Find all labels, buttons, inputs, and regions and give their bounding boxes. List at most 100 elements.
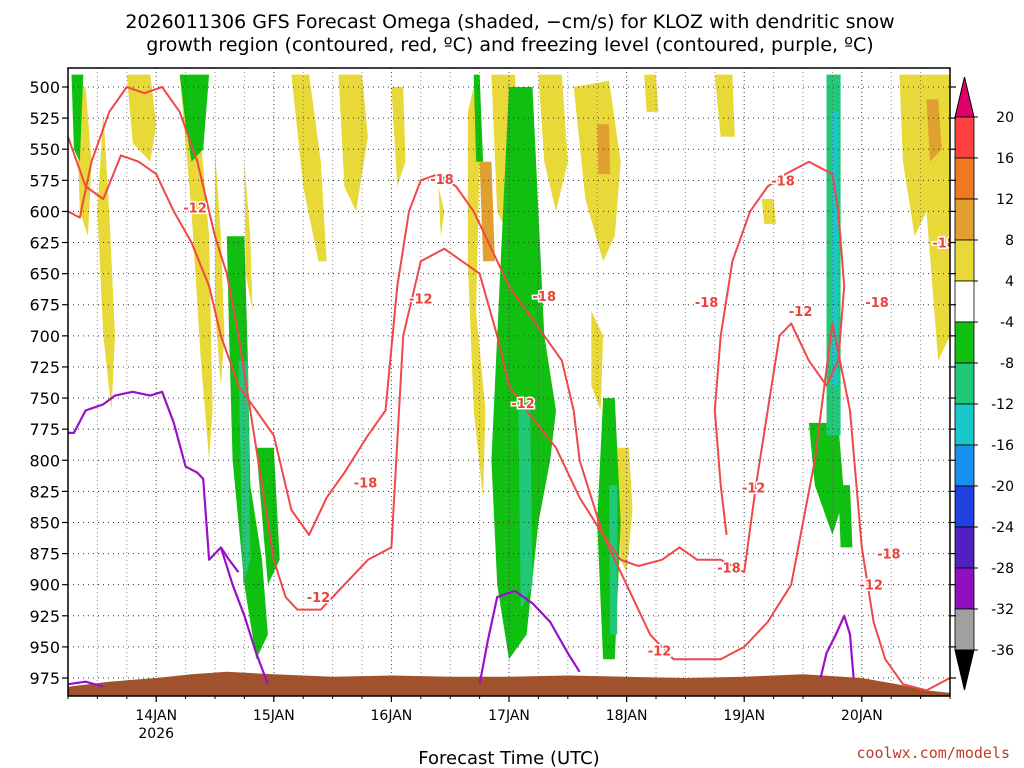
omega-region-8 [391, 87, 406, 187]
colorbar-bin [954, 608, 975, 651]
omega-region-15 [617, 447, 633, 573]
colorbar-tick-label: 16 [996, 151, 1014, 167]
y-tick-label: 825 [29, 482, 60, 501]
freezing-level-contour-2 [478, 589, 581, 685]
dgz-contour-label: -12 [859, 579, 883, 594]
colorbar-bin [954, 321, 975, 364]
dgz-contour-label: -18 [354, 477, 378, 492]
y-tick-label: 700 [29, 327, 60, 346]
colorbar-over-arrow [954, 76, 975, 118]
dgz-contour-label: -18 [771, 174, 795, 189]
omega-region-17 [714, 74, 735, 137]
dgz-contour-label: -18 [695, 296, 719, 311]
colorbar-bin [954, 116, 975, 159]
y-tick-label: 925 [29, 607, 60, 626]
omega-region-33 [518, 410, 533, 610]
dgz-contour-label: -12 [789, 305, 813, 320]
colorbar: 20 16 12 8 4 -4 -8 -12 -16 -20 -24 -28 -32 -36 [954, 76, 1014, 691]
y-tick-label: 800 [29, 451, 60, 470]
freezing-level-contour-1 [219, 546, 240, 573]
dgz-contour-label: -18 [877, 548, 901, 563]
omega-region-5 [244, 161, 253, 311]
colorbar-tick-label: -8 [1000, 356, 1014, 372]
chart-title-line-2: growth region (contoured, red, ºC) and f… [146, 34, 873, 56]
omega-region-10 [467, 87, 486, 498]
x-tick-label: 16JAN [371, 708, 413, 724]
colorbar-tick-label: 4 [1005, 274, 1014, 290]
y-tick-label: 600 [29, 202, 60, 221]
omega-region-31 [838, 485, 853, 548]
axes: 500 525 550 575 600 625 650 675 700 725 750 775 800 8… [29, 78, 956, 742]
x-tick-label: 19JAN [723, 708, 765, 724]
freezing-level-contour-3 [819, 614, 855, 679]
omega-region-7 [338, 74, 368, 212]
y-tick-label: 900 [29, 576, 60, 595]
x-tick-label: 17JAN [488, 708, 530, 724]
colorbar-bin [954, 403, 975, 446]
colorbar-tick-label: -24 [991, 520, 1014, 536]
chart-title-line-1: 2026011306 GFS Forecast Omega (shaded, −… [125, 11, 894, 33]
dgz-contour-label: -12 [648, 645, 672, 660]
omega-region-34 [609, 485, 618, 635]
colorbar-bin [954, 239, 975, 282]
x-tick-label: 20JAN [841, 708, 883, 724]
colorbar-tick-label: -20 [991, 479, 1014, 495]
x-tick-sublabel: 2026 [138, 726, 174, 742]
colorbar-tick-label: -28 [991, 561, 1014, 577]
dgz-contour-m18-1 [68, 136, 846, 574]
dgz-contour-label: -12 [511, 397, 535, 412]
omega-region-30 [808, 422, 845, 535]
colorbar-bin [954, 280, 975, 323]
dgz-contour-label: -12 [409, 293, 433, 308]
omega-region-4 [215, 149, 225, 386]
y-tick-label: 725 [29, 358, 60, 377]
colorbar-tick-label: -36 [991, 643, 1014, 659]
y-tick-label: 625 [29, 234, 60, 253]
dgz-contour-label: -18 [717, 561, 741, 576]
dgz-contour-label: -18 [865, 296, 889, 311]
omega-region-16 [644, 74, 659, 112]
omega-region-28 [491, 87, 556, 660]
y-tick-label: 875 [29, 545, 60, 564]
dgz-contour-label: -18 [533, 290, 557, 305]
x-axis-label: Forecast Time (UTC) [418, 748, 599, 768]
plot-area: -12 -18 -12 -18 -12 -18 -12 -18 -12 -18 -18 -12 -18 -… [67, 67, 956, 697]
y-tick-label: 675 [29, 296, 60, 315]
freezing-level-contour-0 [68, 390, 269, 685]
colorbar-tick-label: -4 [1000, 315, 1014, 331]
dgz-contour-m12-0 [68, 86, 950, 692]
colorbar-tick-label: -16 [991, 438, 1014, 454]
y-tick-label: 950 [29, 638, 60, 657]
y-tick-label: 650 [29, 265, 60, 284]
omega-region-20 [926, 99, 942, 162]
colorbar-bin [954, 444, 975, 487]
colorbar-bin [954, 362, 975, 405]
colorbar-bin [954, 526, 975, 569]
omega-region-12 [538, 74, 568, 212]
colorbar-tick-label: 20 [996, 110, 1014, 126]
omega-region-24 [179, 74, 210, 162]
dgz-contour-label: -18 [430, 173, 454, 188]
omega-region-2 [126, 74, 157, 162]
dgz-contour-label: -12 [183, 202, 207, 217]
omega-region-23 [71, 74, 84, 162]
freezing-level-contour-4 [68, 680, 104, 688]
omega-region-9 [438, 186, 445, 237]
colorbar-under-arrow [954, 649, 975, 691]
y-tick-label: 500 [29, 78, 60, 97]
dgz-contour-label: -12 [742, 482, 766, 497]
omega-region-21 [479, 161, 495, 262]
omega-region-1 [97, 111, 115, 411]
colorbar-bin [954, 485, 975, 528]
colorbar-bin [954, 157, 975, 200]
dgz-contour-label: -18 [932, 237, 956, 252]
y-tick-label: 550 [29, 140, 60, 159]
colorbar-tick-label: -12 [991, 397, 1014, 413]
plot-content: -12 -18 -12 -18 -12 -18 -12 -18 -12 -18 -18 -12 -18 -… [68, 68, 956, 696]
dgz-contour-label: -12 [307, 591, 331, 606]
colorbar-bin [954, 198, 975, 241]
colorbar-tick-label: 8 [1005, 233, 1014, 249]
colorbar-bin [954, 567, 975, 610]
surface-terrain [68, 671, 950, 696]
